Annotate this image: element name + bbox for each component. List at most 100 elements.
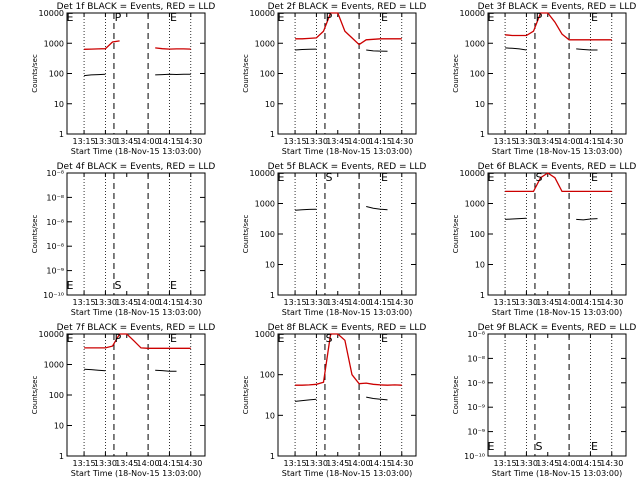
panel-det-2: Det 2f BLACK = Events, RED = LLD 1 10 100 10… <box>242 2 426 156</box>
series-line-events <box>155 73 191 76</box>
y-axis-label: Counts/sec <box>31 376 39 415</box>
marker-end: E <box>591 11 598 24</box>
marker-end: E <box>381 171 388 184</box>
panel-title: Det 5f BLACK = Events, RED = LLD <box>268 162 427 172</box>
x-tick-label: 14:15 <box>579 137 602 146</box>
x-tick-label: 13:45 <box>115 298 138 307</box>
y-tick-label: 1000 <box>44 361 64 370</box>
x-tick-label: 14:30 <box>390 459 413 468</box>
y-tick-label: 100 <box>49 391 64 400</box>
series-line-lld <box>505 12 612 41</box>
x-tick-label: 13:15 <box>494 459 517 468</box>
marker-start: S <box>325 171 332 184</box>
marker-start: S <box>535 171 542 184</box>
series-line-events <box>366 49 388 52</box>
x-tick-label: 13:30 <box>94 459 117 468</box>
x-tick-label: 14:30 <box>600 137 623 146</box>
plot-frame <box>487 12 627 135</box>
y-tick-label: 1000 <box>255 39 275 48</box>
x-tick-label: 13:30 <box>305 298 328 307</box>
panel-det-6: Det 6f BLACK = Events, RED = LLD 1 10 100 10… <box>452 162 636 317</box>
y-tick-label: 1000 <box>255 330 275 339</box>
marker-left-edge: E <box>488 11 495 24</box>
y-tick-label: 1000 <box>44 39 64 48</box>
panel-title: Det 9f BLACK = Events, RED = LLD <box>478 323 637 333</box>
marker-end: E <box>170 332 177 345</box>
y-tick-label: 10 <box>265 411 275 420</box>
marker-left-edge: E <box>278 171 285 184</box>
marker-start: S <box>325 332 332 345</box>
marker-start: S <box>114 279 121 292</box>
marker-end: E <box>591 440 598 453</box>
x-tick-label: 13:45 <box>326 298 349 307</box>
x-tick-label: 13:45 <box>326 137 349 146</box>
marker-left-edge: E <box>278 11 285 24</box>
marker-end: E <box>381 332 388 345</box>
y-axis-label: Counts/sec <box>242 376 250 415</box>
x-axis-label: Start Time (18-Nov-15 13:03:00) <box>71 147 201 156</box>
panel-title: Det 2f BLACK = Events, RED = LLD <box>268 2 427 12</box>
series-line-events <box>295 208 317 211</box>
y-axis-label: Counts/sec <box>452 54 460 93</box>
x-tick-label: 13:45 <box>115 459 138 468</box>
series-line-events <box>84 368 106 372</box>
y-tick-label: 1000 <box>465 200 485 209</box>
plot-frame <box>277 172 417 296</box>
panel-det-1: Det 1f BLACK = Events, RED = LLD 1 10 100 10… <box>31 2 215 156</box>
y-tick-label: 10⁻⁹ <box>467 428 485 437</box>
marker-end: E <box>170 279 177 292</box>
y-tick-label: 10⁻⁸ <box>46 193 64 202</box>
y-tick-label: 10000 <box>39 330 64 339</box>
panel-det-3: Det 3f BLACK = Events, RED = LLD 1 10 100 10… <box>452 2 636 156</box>
x-tick-label: 14:15 <box>579 459 602 468</box>
x-axis-label: Start Time (18-Nov-15 13:03:00) <box>492 147 622 156</box>
x-tick-label: 13:30 <box>305 459 328 468</box>
x-tick-label: 14:00 <box>558 459 581 468</box>
y-tick-label: 10 <box>475 261 485 270</box>
series-line-events <box>366 396 388 401</box>
series-line-lld <box>84 333 191 349</box>
x-tick-label: 14:00 <box>137 137 160 146</box>
y-tick-label: 10⁻⁸ <box>46 218 64 227</box>
y-tick-label: 1 <box>480 291 485 300</box>
y-tick-label: 10⁻⁹ <box>46 267 64 276</box>
x-tick-label: 14:00 <box>348 298 371 307</box>
marker-left-edge: E <box>67 279 74 292</box>
y-tick-label: 10000 <box>39 9 64 18</box>
x-tick-label: 13:30 <box>515 459 538 468</box>
series-line-events <box>155 369 177 372</box>
x-tick-label: 13:30 <box>305 137 328 146</box>
y-tick-label: 10⁻⁹ <box>467 403 485 412</box>
y-tick-label: 10⁻⁸ <box>467 330 485 339</box>
panel-title: Det 6f BLACK = Events, RED = LLD <box>478 162 637 172</box>
x-tick-label: 13:30 <box>515 137 538 146</box>
x-tick-label: 13:15 <box>494 137 517 146</box>
y-tick-label: 1 <box>59 452 64 461</box>
marker-start: S <box>535 440 542 453</box>
y-axis-label: Counts/sec <box>452 376 460 415</box>
plot-frame <box>66 12 206 135</box>
x-tick-label: 13:15 <box>284 137 307 146</box>
x-tick-label: 14:30 <box>600 298 623 307</box>
series-line-events <box>576 218 598 221</box>
x-tick-label: 14:15 <box>369 298 392 307</box>
x-tick-label: 13:15 <box>494 298 517 307</box>
y-tick-label: 10⁻¹⁰ <box>464 452 485 461</box>
y-tick-label: 1 <box>270 452 275 461</box>
y-tick-label: 1 <box>480 130 485 139</box>
y-tick-label: 100 <box>470 230 485 239</box>
x-tick-label: 14:30 <box>390 137 413 146</box>
plot-frame <box>66 333 206 457</box>
panel-det-7: Det 7f BLACK = Events, RED = LLD 1 10 100 10… <box>31 323 215 478</box>
y-tick-label: 10⁻⁸ <box>46 169 64 178</box>
x-tick-label: 13:45 <box>326 459 349 468</box>
x-tick-label: 14:00 <box>558 137 581 146</box>
y-tick-label: 10 <box>475 100 485 109</box>
x-tick-label: 13:15 <box>73 459 96 468</box>
series-line-lld <box>295 333 402 386</box>
panel-title: Det 7f BLACK = Events, RED = LLD <box>57 323 216 333</box>
x-tick-label: 13:45 <box>115 137 138 146</box>
marker-start: P <box>536 11 543 24</box>
marker-left-edge: E <box>67 332 74 345</box>
